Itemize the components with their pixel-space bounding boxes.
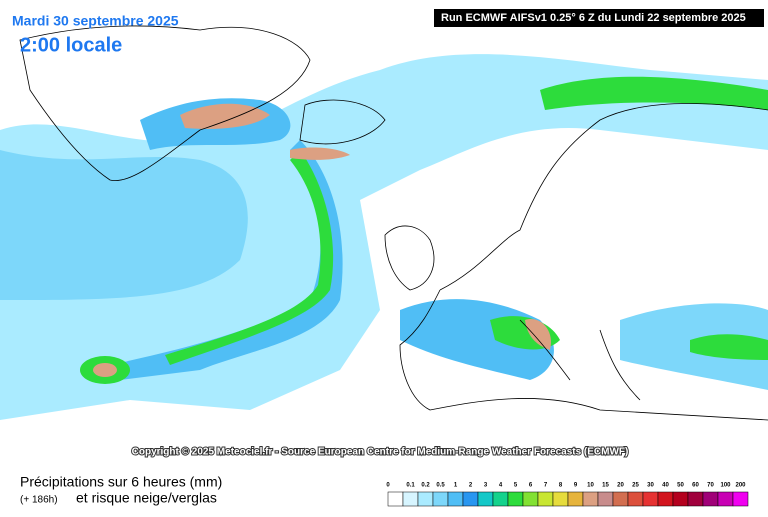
legend-swatch [462, 491, 479, 507]
run-info: Run ECMWF AIFSv1 0.25° 6 Z du Lundi 22 s… [441, 12, 746, 24]
legend-swatch [717, 491, 734, 507]
legend-label: 9 [574, 483, 578, 489]
legend-swatch [477, 491, 494, 507]
legend-label: 10 [587, 483, 594, 489]
legend-swatch [567, 491, 584, 507]
copyright: Copyright © 2025 Meteociel.fr - Source E… [132, 447, 629, 458]
legend-label: 0.2 [421, 483, 430, 489]
legend-swatch [432, 491, 449, 507]
legend-swatch [537, 491, 554, 507]
legend-swatch [687, 491, 704, 507]
legend-label: 3 [484, 483, 488, 489]
legend-swatch [402, 491, 419, 507]
legend-swatch [597, 491, 614, 507]
legend-swatch [582, 491, 599, 507]
legend-label: 0.5 [436, 483, 445, 489]
legend-label: 25 [632, 483, 639, 489]
legend-swatch [417, 491, 434, 507]
legend-label: 30 [647, 483, 654, 489]
legend-swatch [507, 491, 524, 507]
precipitation-field [0, 54, 768, 421]
legend-swatch [702, 491, 719, 507]
legend-swatch [627, 491, 644, 507]
legend-label: 50 [677, 483, 684, 489]
legend-label: 5 [514, 483, 518, 489]
legend-label: 100 [720, 483, 731, 489]
legend-label: 60 [692, 483, 699, 489]
legend-swatch [522, 491, 539, 507]
legend-label: 70 [707, 483, 714, 489]
date: Mardi 30 septembre 2025 [12, 13, 179, 29]
legend-label: 6 [529, 483, 533, 489]
legend-swatch [492, 491, 509, 507]
legend-label: 20 [617, 483, 624, 489]
legend-label: 200 [735, 483, 746, 489]
time: 2:00 locale [20, 34, 122, 56]
legend-label: 4 [499, 483, 503, 489]
legend-label: 8 [559, 483, 563, 489]
footer-lead: (+ 186h) [20, 495, 58, 506]
legend: 0 0.1 0.2 0.5 1 2 3 4 5 6 7 8 9 10 15 20 25 30 40 50 60 70 100… [386, 483, 749, 507]
run-box [434, 9, 764, 27]
footer-title: Précipitations sur 6 heures (mm) [20, 474, 222, 490]
legend-swatch [612, 491, 629, 507]
legend-swatch [657, 491, 674, 507]
footer-subtitle: et risque neige/verglas [76, 490, 217, 506]
legend-label: 0 [386, 483, 390, 489]
legend-swatch [447, 491, 464, 507]
legend-label: 2 [469, 483, 473, 489]
legend-label: 7 [544, 483, 548, 489]
legend-label: 15 [602, 483, 609, 489]
legend-label: 40 [662, 483, 669, 489]
coastlines [19, 25, 768, 421]
legend-label: 1 [454, 483, 458, 489]
legend-label: 0.1 [406, 483, 415, 489]
legend-swatch [642, 491, 659, 507]
legend-swatch [552, 491, 569, 507]
legend-swatch [732, 491, 749, 507]
legend-swatch [672, 491, 689, 507]
legend-swatch [387, 491, 404, 507]
